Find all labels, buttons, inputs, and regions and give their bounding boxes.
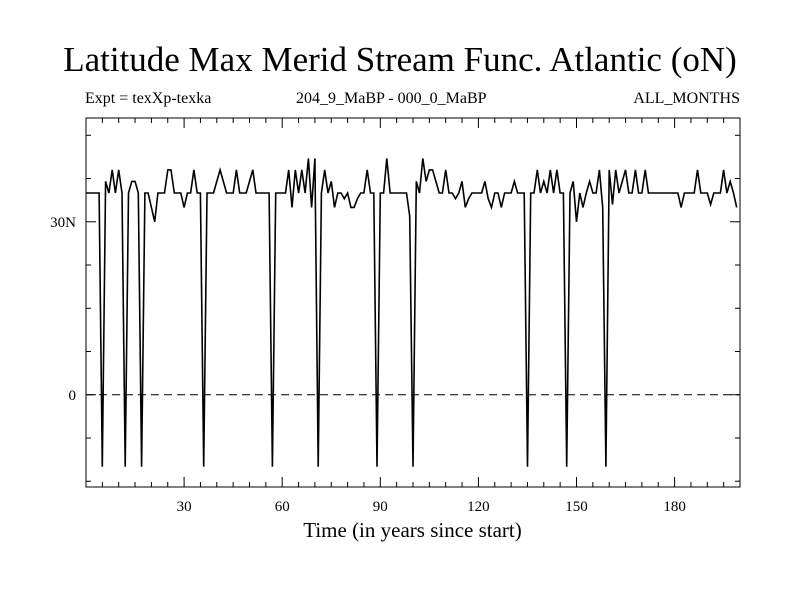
- x-axis-label: Time (in years since start): [303, 518, 522, 542]
- x-tick-label: 90: [373, 499, 388, 515]
- period-label: 204_9_MaBP - 000_0_MaBP: [296, 90, 487, 107]
- y-tick-label: 30N: [50, 215, 76, 231]
- x-tick-label: 150: [565, 499, 588, 515]
- y-tick-label: 0: [69, 388, 77, 404]
- chart-title: Latitude Max Merid Stream Func. Atlantic…: [63, 40, 737, 79]
- x-tick-label: 30: [177, 499, 192, 515]
- x-tick-label: 60: [275, 499, 290, 515]
- months-label: ALL_MONTHS: [633, 90, 740, 107]
- x-tick-label: 180: [663, 499, 686, 515]
- axis-ticks: 30 60 90 120 150 180 0 30N: [50, 118, 740, 515]
- series-line: [86, 158, 738, 467]
- x-tick-label: 120: [467, 499, 490, 515]
- experiment-label: Expt = texXp-texka: [85, 90, 212, 107]
